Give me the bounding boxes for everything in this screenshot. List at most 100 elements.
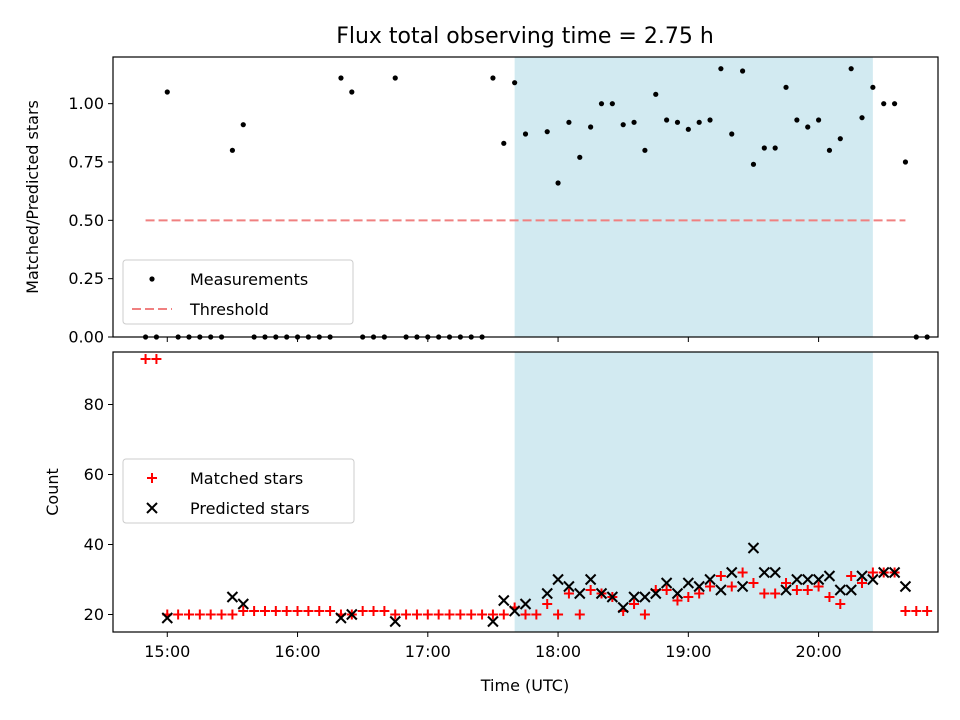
ratio-axes-frame: [112, 56, 939, 338]
ratio-panel: 0.00 0.25 0.50 0.75 1.00 Matched/Predicted s…: [23, 56, 939, 347]
matched-star-point: [411, 609, 422, 620]
predicted-star-point: [226, 591, 239, 603]
predicted-star-point: [823, 570, 836, 582]
matched-star-point: [585, 585, 596, 595]
matched-star-point: [520, 609, 531, 620]
matched-star-point: [781, 578, 792, 588]
matched-star-point: [303, 606, 314, 616]
matched-star-point: [542, 599, 553, 609]
matched-star-point: [194, 609, 205, 620]
measurement-point: [891, 101, 898, 107]
measurement-point: [870, 84, 876, 90]
predicted-star-point: [682, 577, 695, 589]
measurement-point: [761, 145, 767, 151]
measurement-point: [772, 145, 778, 151]
y-tick-label: 0.00: [68, 328, 104, 347]
measurement-point: [718, 66, 724, 72]
measurement-point: [338, 75, 344, 81]
predicted-star-point: [715, 584, 727, 596]
matched-star-point: [857, 578, 868, 588]
predicted-star-point: [888, 566, 901, 579]
observing-window-span: [514, 57, 873, 337]
x-axis-label: Time (UTC): [480, 676, 569, 695]
predicted-star-point: [552, 573, 564, 586]
matched-star-point: [498, 609, 509, 620]
predicted-star-point: [237, 598, 249, 610]
legend-label: Measurements: [190, 270, 308, 289]
measurement-point: [577, 154, 583, 160]
measurement-point: [805, 124, 811, 130]
measurement-point: [902, 159, 909, 165]
y-tick-label: 1.00: [68, 94, 104, 113]
predicted-star-point: [650, 587, 662, 600]
legend-x-marker: [146, 502, 158, 514]
predicted-star-point: [595, 587, 608, 600]
predicted-star-point: [574, 587, 586, 600]
count-y-axis-label: Count: [43, 468, 62, 516]
matched-star-point: [325, 606, 336, 616]
matched-star-point: [802, 585, 813, 595]
matched-star-point: [390, 609, 401, 620]
matched-star-point: [639, 609, 650, 620]
matched-star-point: [379, 606, 390, 616]
measurement-point: [512, 80, 518, 86]
matched-star-point: [705, 581, 716, 592]
observing-window-span: [514, 352, 873, 632]
matched-star-point: [259, 606, 270, 616]
matched-star-point: [455, 609, 466, 620]
measurement-point: [164, 89, 170, 95]
matched-star-point: [314, 606, 325, 616]
x-tick-label: 17:00: [405, 642, 451, 661]
predicted-star-point: [519, 598, 532, 610]
predicted-star-point: [802, 573, 814, 586]
matched-star-point: [227, 609, 238, 620]
legend-entry: Threshold: [132, 300, 269, 319]
matched-star-point: [433, 609, 444, 620]
predicted-star-point: [747, 542, 760, 554]
measurement-point: [740, 68, 746, 74]
predicted-star-point: [867, 573, 879, 586]
predicted-star-point: [791, 573, 803, 586]
matched-star-point: [368, 606, 379, 616]
legend-entry: Matched stars: [147, 469, 303, 488]
matched-star-point: [683, 592, 694, 602]
x-tick-label: 15:00: [144, 642, 190, 661]
matched-star-point: [574, 609, 585, 620]
y-tick-label: 60: [84, 465, 104, 484]
matched-star-point: [759, 588, 770, 599]
matched-star-point: [270, 606, 281, 616]
predicted-star-point: [780, 584, 792, 596]
matched-star-point: [661, 585, 672, 595]
matched-star-point: [140, 354, 151, 364]
predicted-star-point: [812, 573, 825, 586]
y-tick-label: 80: [84, 395, 104, 414]
x-tick-label: 16:00: [274, 642, 320, 661]
chart-title: Flux total observing time = 2.75 h: [336, 24, 714, 49]
ratio-legend: Measurements Threshold: [122, 259, 354, 325]
matched-star-point: [292, 606, 303, 616]
measurement-point: [609, 101, 615, 107]
predicted-star-point: [606, 591, 619, 603]
legend-label: Threshold: [189, 300, 269, 319]
predicted-star-point: [845, 584, 857, 596]
ratio-y-ticks: 0.00 0.25 0.50 0.75 1.00: [68, 94, 113, 347]
measurement-point: [490, 75, 496, 81]
measurement-point: [826, 147, 833, 153]
measurement-point: [566, 119, 572, 125]
measurement-point: [674, 119, 681, 125]
y-tick-label: 40: [84, 535, 104, 554]
predicted-star-point: [693, 580, 705, 593]
predicted-star-point: [671, 587, 684, 600]
count-axes-frame: [112, 351, 939, 633]
matched-star-point: [249, 606, 260, 616]
predicted-star-point: [704, 573, 716, 586]
predicted-star-point: [508, 605, 521, 617]
matched-star-point: [422, 609, 433, 620]
measurement-point: [859, 115, 865, 121]
predicted-star-point: [878, 566, 890, 579]
matched-star-point: [553, 609, 564, 620]
matched-star-point: [238, 606, 249, 616]
matched-star-point: [629, 599, 640, 609]
legend-box: [122, 458, 355, 524]
